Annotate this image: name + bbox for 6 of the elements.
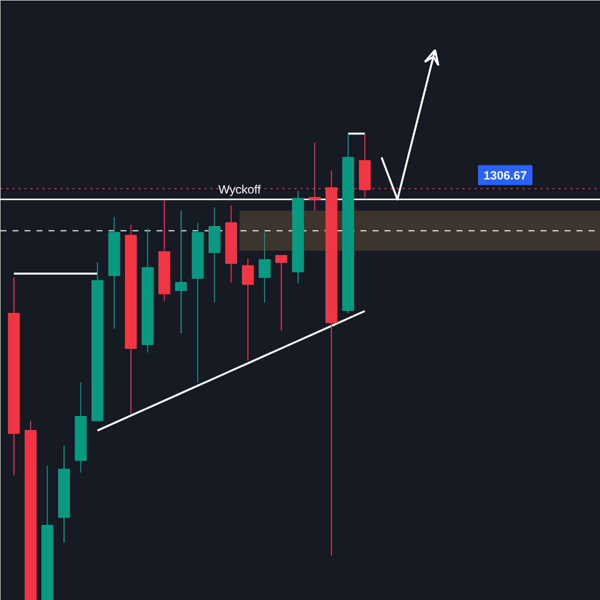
candlestick [258,232,270,304]
text: 1306.67 [483,168,528,183]
candlestick [275,254,288,332]
ref-line-label: Wyckoff [218,182,262,196]
candlestick [175,210,187,334]
candlestick [242,258,254,361]
